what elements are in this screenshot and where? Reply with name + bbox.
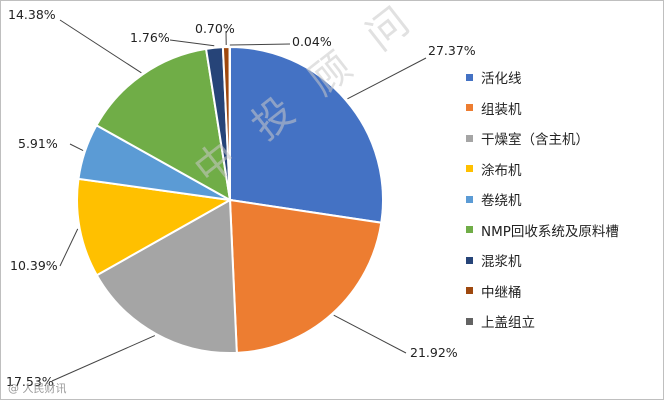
leader-line-5 [69,143,84,152]
legend-item-3: 干燥室（含主机） [466,123,619,154]
legend-label: 涂布机 [481,162,522,179]
legend-swatch-icon [466,195,473,203]
legend-label: NMP回收系统及原料槽 [481,223,619,240]
legend-item-9: 上盖组立 [466,306,619,337]
legend-label: 干燥室（含主机） [481,132,589,149]
legend-item-4: 涂布机 [466,154,619,185]
data-label-5: 5.91% [18,136,58,151]
legend-item-2: 组装机 [466,93,619,124]
legend-swatch-icon [466,134,473,142]
pie-slice-1 [229,45,384,224]
legend-item-1: 活化线 [466,62,619,93]
leader-line-1 [347,57,427,100]
legend-label: 组装机 [481,101,522,118]
legend-label: 活化线 [481,71,522,88]
data-label-1: 27.37% [428,43,476,58]
legend-label: 中继桶 [481,284,522,301]
leader-line-2 [333,314,407,354]
data-label-4: 10.39% [10,258,58,273]
leader-line-7 [169,39,215,47]
legend-swatch-icon [466,317,473,325]
legend-item-6: NMP回收系统及原料槽 [466,215,619,246]
legend-swatch-icon [466,73,473,81]
data-label-2: 21.92% [410,345,458,360]
pie-slice-4 [76,177,234,277]
leader-line-4 [59,228,79,267]
legend-label: 上盖组立 [481,315,535,332]
data-label-6: 14.38% [8,7,56,22]
legend-swatch-icon [466,256,473,264]
data-label-7: 1.76% [130,30,170,45]
leader-line-6 [59,19,142,74]
leader-line-3 [51,335,156,382]
data-label-8: 0.70% [195,21,235,36]
legend-swatch-icon [466,165,473,173]
legend-swatch-icon [466,287,473,295]
legend-label: 卷绕机 [481,193,522,210]
pie-slice-2 [228,198,383,354]
pie-slice-6 [95,47,232,202]
pie-slice-3 [95,198,238,354]
legend-item-7: 混浆机 [466,245,619,276]
data-label-9: 0.04% [292,34,332,49]
leader-line-9 [229,43,291,46]
legend: 活化线组装机干燥室（含主机） 涂布机卷绕机 NMP回收系统及原料槽 混浆机中继桶上盖组… [466,62,619,337]
legend-swatch-icon [466,104,473,112]
legend-swatch-icon [466,226,473,234]
footer-watermark: @ 人民财讯 [8,382,67,395]
legend-item-8: 中继桶 [466,276,619,307]
data-label-3: 17.53% [6,374,54,389]
legend-item-5: 卷绕机 [466,184,619,215]
legend-label: 混浆机 [481,254,522,271]
